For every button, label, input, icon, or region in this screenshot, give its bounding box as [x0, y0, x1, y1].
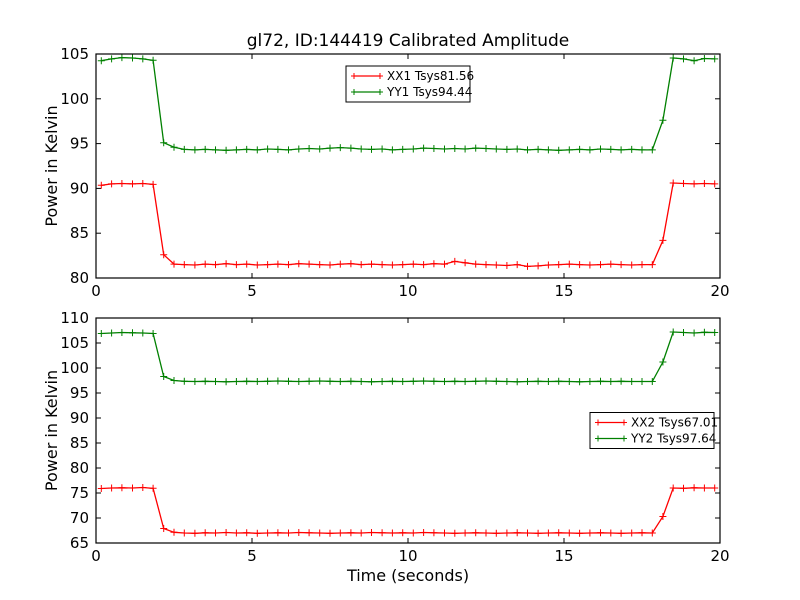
series-line-xx2 — [101, 486, 715, 534]
legend-sample-marker — [377, 89, 383, 95]
axes-frame — [95, 317, 721, 544]
y-axis-label: Power in Kelvin — [42, 105, 61, 226]
legend-sample-marker — [351, 89, 357, 95]
x-tick-label: 10 — [398, 547, 417, 565]
y-tick-label: 100 — [60, 90, 89, 108]
legend-sample-marker — [377, 73, 383, 79]
y-tick-label: 100 — [60, 359, 89, 377]
y-tick-label: 95 — [70, 384, 89, 402]
x-tick-label: 0 — [91, 282, 101, 300]
plot-area — [97, 328, 719, 537]
axes-frame — [95, 53, 721, 279]
legend-sample-marker — [595, 419, 601, 426]
y-tick-label: 105 — [60, 45, 89, 63]
legend-frame — [589, 412, 715, 449]
series-markers-yy1 — [97, 54, 719, 154]
legend-entry-label: XX2 Tsys67.01 — [631, 416, 718, 430]
y-tick-label: 70 — [70, 509, 89, 527]
series-markers-xx2 — [97, 484, 719, 537]
y-tick-label: 110 — [60, 309, 89, 327]
legend-entry-label: YY2 Tsys97.64 — [630, 432, 716, 446]
subplot-1: 0 5 10 15 20 80 85 90 95 100 105 XX1 Tsys81.56 YY1 T… — [42, 31, 730, 300]
x-tick-label: 20 — [710, 547, 729, 565]
subplot-2: 0 5 10 15 20 65 70 75 80 85 90 95 100 105 110 XX2 Tsys6… — [42, 309, 730, 585]
y-tick-label: 90 — [70, 179, 89, 197]
legend-sample-marker — [621, 419, 627, 426]
series-line-yy2 — [101, 331, 715, 383]
legend-sample-marker — [621, 435, 627, 442]
legend-sample-marker — [595, 435, 601, 442]
y-tick-label: 80 — [70, 269, 89, 287]
legend: XX2 Tsys67.01 YY2 Tsys97.64 — [589, 412, 718, 449]
series-markers-xx1 — [97, 179, 719, 270]
legend: XX1 Tsys81.56 YY1 Tsys94.44 — [345, 65, 474, 103]
x-tick-label: 5 — [247, 282, 257, 300]
y-axis-label: Power in Kelvin — [42, 370, 61, 491]
plot-area — [97, 54, 719, 270]
y-tick-label: 75 — [70, 484, 89, 502]
y-tick-label: 65 — [70, 534, 89, 552]
y-tick-label: 80 — [70, 459, 89, 477]
chart-title: gl72, ID:144419 Calibrated Amplitude — [247, 31, 569, 51]
x-tick-label: 5 — [247, 547, 257, 565]
legend-entry-label: YY1 Tsys94.44 — [386, 85, 472, 99]
y-tick-label: 105 — [60, 334, 89, 352]
x-tick-label: 0 — [91, 547, 101, 565]
x-tick-label: 20 — [710, 282, 729, 300]
y-tick-label: 85 — [70, 434, 89, 452]
legend-entry-label: XX1 Tsys81.56 — [387, 69, 474, 83]
series-line-xx1 — [101, 182, 715, 268]
x-tick-label: 15 — [554, 547, 573, 565]
x-tick-label: 15 — [554, 282, 573, 300]
legend-frame — [345, 65, 471, 103]
y-tick-label: 85 — [70, 224, 89, 242]
x-axis-label: Time (seconds) — [346, 566, 469, 585]
x-tick-label: 10 — [398, 282, 417, 300]
series-markers-yy2 — [97, 328, 719, 386]
y-tick-label: 90 — [70, 409, 89, 427]
y-tick-label: 95 — [70, 135, 89, 153]
legend-sample-marker — [351, 73, 357, 79]
